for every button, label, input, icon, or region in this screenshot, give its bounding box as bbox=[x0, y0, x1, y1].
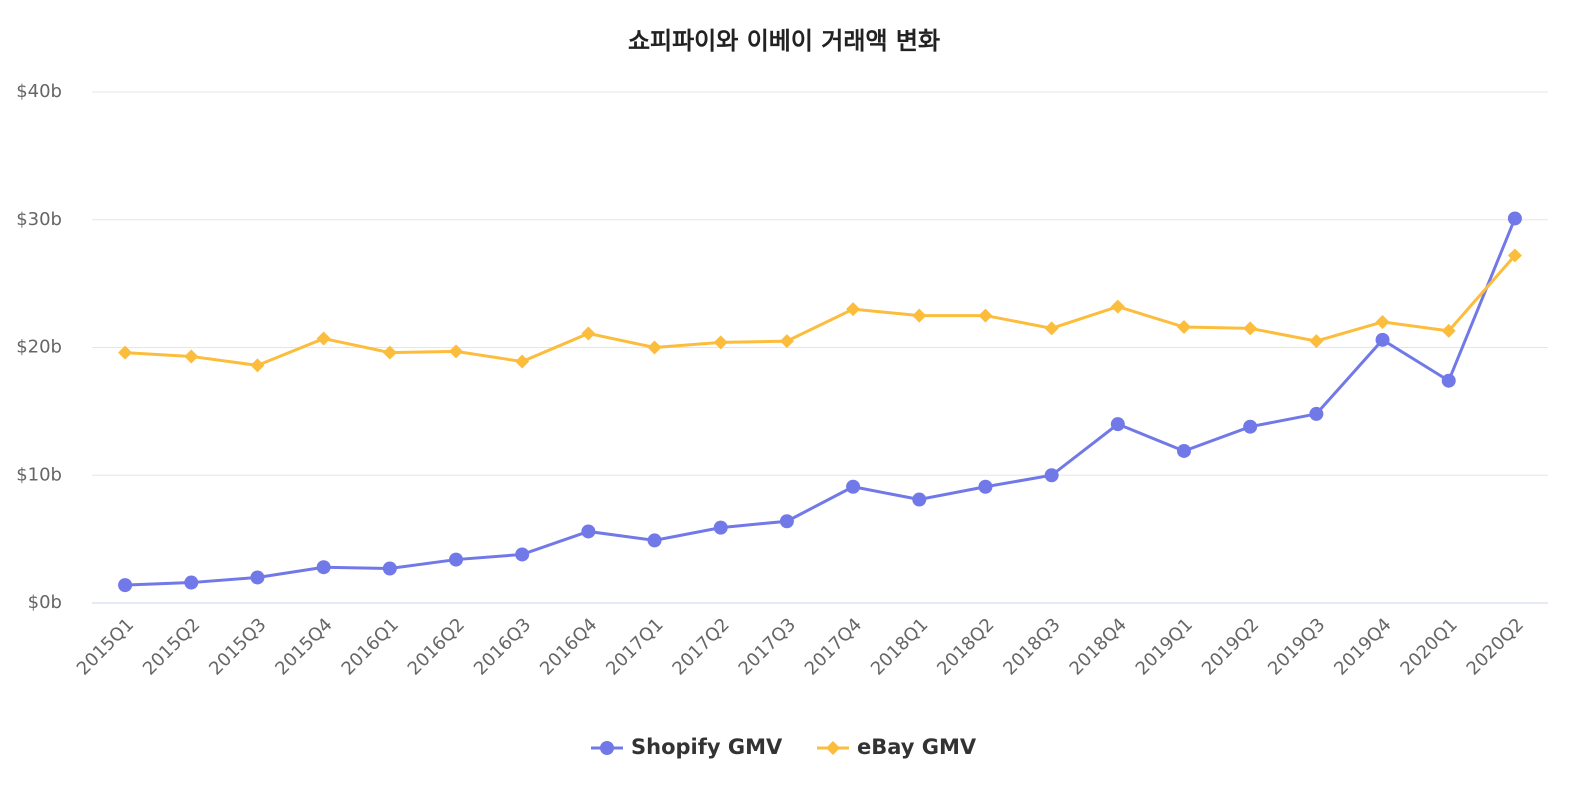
x-tick-label: 2019Q4 bbox=[1330, 614, 1395, 679]
x-tick-label: 2020Q2 bbox=[1463, 614, 1528, 679]
series-line bbox=[125, 254, 1517, 367]
data-point bbox=[779, 334, 794, 349]
data-point bbox=[1177, 443, 1191, 458]
x-tick-label: 2015Q1 bbox=[73, 614, 138, 679]
data-point bbox=[184, 575, 199, 590]
data-point bbox=[647, 533, 662, 548]
data-point bbox=[449, 344, 463, 359]
y-tick-label: $20b bbox=[16, 337, 62, 358]
y-tick-label: $40b bbox=[16, 81, 62, 102]
data-point bbox=[978, 308, 993, 323]
legend-label: Shopify GMV bbox=[631, 735, 783, 759]
y-tick-label: $10b bbox=[16, 464, 62, 485]
data-point bbox=[779, 514, 794, 529]
legend-label: eBay GMV bbox=[857, 735, 977, 759]
x-tick-label: 2017Q4 bbox=[801, 614, 866, 679]
data-point bbox=[1375, 332, 1390, 347]
y-tick-label: $0b bbox=[28, 592, 62, 613]
x-tick-label: 2016Q1 bbox=[338, 614, 403, 679]
data-point bbox=[382, 561, 397, 576]
data-point bbox=[581, 524, 596, 539]
data-point bbox=[1375, 314, 1390, 329]
data-point bbox=[1110, 417, 1125, 432]
x-tick-label: 2016Q2 bbox=[404, 614, 469, 679]
data-point bbox=[713, 520, 728, 535]
x-tick-label: 2018Q3 bbox=[999, 614, 1064, 679]
data-point bbox=[846, 302, 861, 317]
data-point bbox=[581, 326, 596, 341]
x-tick-label: 2015Q3 bbox=[205, 614, 270, 679]
data-point bbox=[1441, 373, 1456, 388]
data-point bbox=[1044, 321, 1059, 336]
data-point bbox=[184, 349, 199, 364]
data-point bbox=[1309, 406, 1324, 421]
x-tick-label: 2018Q4 bbox=[1066, 614, 1131, 679]
x-tick-label: 2017Q2 bbox=[668, 614, 733, 679]
x-tick-label: 2018Q2 bbox=[933, 614, 998, 679]
data-point bbox=[382, 345, 397, 360]
legend-marker bbox=[826, 741, 840, 755]
data-point bbox=[912, 308, 927, 323]
x-tick-label: 2015Q2 bbox=[139, 614, 204, 679]
data-point bbox=[1110, 299, 1125, 314]
legend-marker bbox=[600, 741, 614, 755]
data-point bbox=[647, 340, 662, 355]
data-point bbox=[1309, 334, 1324, 349]
data-point bbox=[912, 492, 927, 507]
data-point bbox=[1243, 321, 1258, 336]
data-point bbox=[846, 479, 861, 494]
series-line bbox=[125, 217, 1517, 587]
chart-title: 쇼피파이와 이베이 거래액 변화 bbox=[628, 27, 940, 55]
x-tick-label: 2016Q3 bbox=[470, 614, 535, 679]
y-tick-label: $30b bbox=[16, 209, 62, 230]
x-tick-label: 2020Q1 bbox=[1396, 614, 1461, 679]
legend-item: eBay GMV bbox=[817, 735, 977, 759]
x-tick-label: 2016Q4 bbox=[536, 614, 601, 679]
data-point bbox=[1507, 248, 1522, 263]
data-point bbox=[250, 570, 265, 585]
legend-item: Shopify GMV bbox=[591, 735, 783, 759]
data-point bbox=[449, 552, 463, 567]
data-point bbox=[316, 560, 331, 575]
data-point bbox=[250, 358, 265, 373]
data-point bbox=[316, 331, 331, 346]
x-tick-label: 2019Q1 bbox=[1132, 614, 1197, 679]
data-point bbox=[1507, 211, 1522, 226]
x-tick-label: 2017Q3 bbox=[735, 614, 800, 679]
x-tick-label: 2019Q2 bbox=[1198, 614, 1263, 679]
data-point bbox=[515, 354, 530, 369]
x-tick-label: 2019Q3 bbox=[1264, 614, 1329, 679]
data-point bbox=[515, 547, 530, 562]
data-point bbox=[118, 578, 133, 593]
x-tick-label: 2015Q4 bbox=[271, 614, 336, 679]
data-point bbox=[118, 345, 133, 360]
data-point bbox=[978, 479, 993, 494]
data-point bbox=[1441, 323, 1456, 338]
data-point bbox=[1243, 419, 1258, 434]
data-point bbox=[1044, 468, 1059, 483]
x-tick-label: 2018Q1 bbox=[867, 614, 932, 679]
x-tick-label: 2017Q1 bbox=[602, 614, 667, 679]
data-point bbox=[713, 335, 728, 350]
data-point bbox=[1177, 320, 1191, 335]
